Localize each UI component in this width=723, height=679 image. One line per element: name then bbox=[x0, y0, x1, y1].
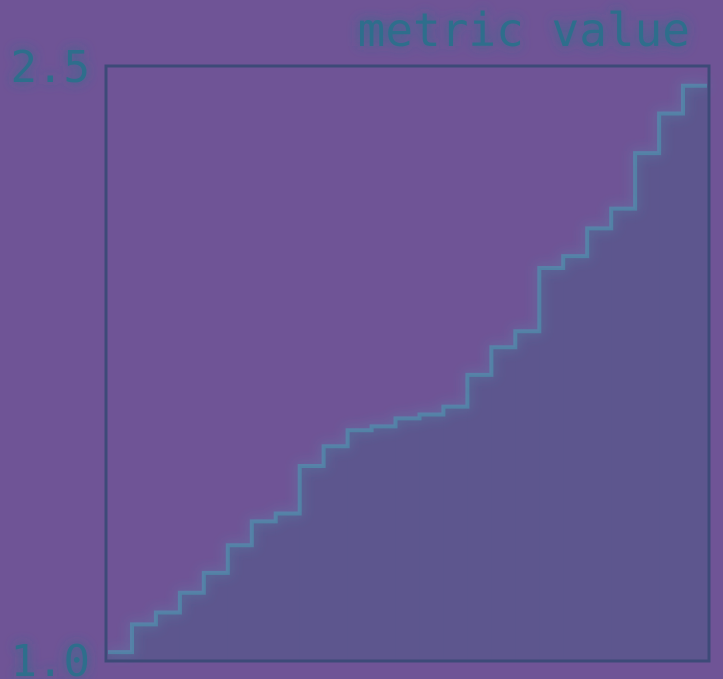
y-tick-label-max: 2.5 bbox=[11, 42, 90, 93]
plot-frame bbox=[104, 64, 711, 663]
area-edge-line bbox=[108, 83, 707, 655]
area-bar bbox=[395, 418, 421, 660]
area-bar bbox=[515, 331, 540, 660]
area-bar bbox=[683, 85, 708, 661]
area-bar bbox=[155, 612, 181, 660]
area-bar bbox=[539, 267, 564, 660]
bars-layer bbox=[108, 83, 708, 661]
area-bar bbox=[227, 545, 253, 660]
area-bar bbox=[203, 572, 229, 660]
area-bar bbox=[323, 446, 349, 660]
area-bar bbox=[275, 513, 301, 660]
area-bar bbox=[108, 652, 133, 660]
area-bar bbox=[299, 465, 325, 660]
area-bar bbox=[611, 208, 636, 660]
area-bar bbox=[635, 153, 660, 660]
y-tick-label-min: 1.0 bbox=[11, 636, 90, 679]
chart-title: metric value bbox=[358, 3, 690, 57]
area-bar bbox=[419, 414, 445, 660]
area-bar bbox=[179, 592, 205, 660]
area-bar bbox=[371, 426, 397, 660]
area-bar bbox=[251, 521, 277, 660]
area-bar bbox=[587, 228, 612, 661]
area-bar bbox=[347, 430, 373, 660]
area-bar bbox=[491, 347, 516, 660]
area-bar bbox=[131, 624, 157, 660]
area-bar bbox=[467, 374, 492, 660]
area-bar bbox=[563, 256, 588, 660]
area-bar bbox=[443, 406, 468, 660]
area-bar bbox=[659, 113, 684, 660]
